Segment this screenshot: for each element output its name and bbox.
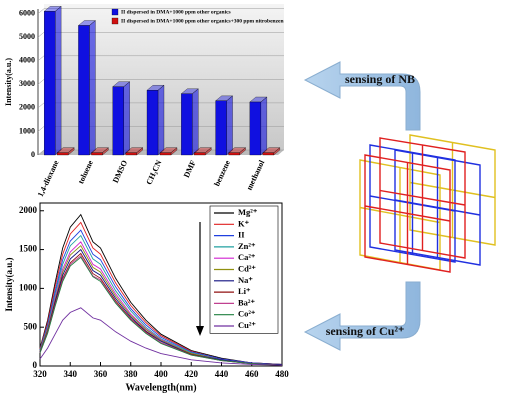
x-tick-label: 340: [64, 369, 78, 379]
x-tick-label: benzene: [212, 158, 232, 187]
legend-label: K⁺: [238, 218, 250, 228]
y-tick-label: 0: [33, 360, 38, 370]
y-tick-label: 2000: [19, 205, 38, 215]
x-tick-label: 400: [154, 369, 168, 379]
legend-label: Li⁺: [238, 286, 251, 296]
x-tick-label: 1,4-dioxane: [36, 158, 61, 198]
bar: [228, 152, 240, 156]
arrow-nb: [303, 61, 421, 131]
bar-side: [192, 88, 199, 156]
y-tick-label: 3000: [19, 79, 35, 88]
framework-cell: [364, 154, 451, 273]
framework-bar: [409, 181, 496, 199]
bar-chart: 0 1000 2000 3000 4000 5000 6000 Intensity(a.u.)…: [4, 4, 284, 198]
framework-bar: [359, 206, 441, 224]
legend-swatch: [111, 17, 119, 25]
series-line: [39, 307, 283, 366]
legend-label: II dispersed in DMA+1000 ppm other organ…: [121, 18, 284, 24]
bar-side: [54, 6, 62, 156]
bar-side: [260, 96, 268, 156]
y-axis-label: Intensity(a.u.): [4, 257, 14, 311]
y-tick-label: 1000: [19, 126, 35, 135]
bar-side: [89, 20, 96, 156]
bar: [194, 152, 206, 156]
bar: [112, 86, 124, 156]
legend-label: Ba²⁺: [238, 297, 255, 307]
y-tick-label: 4000: [19, 56, 35, 65]
legend-label: Na⁺: [238, 275, 253, 285]
framework-bar: [394, 199, 481, 216]
legend-label: Ca²⁺: [238, 252, 256, 262]
bar: [215, 100, 227, 156]
y-tick-label: 0: [31, 150, 35, 159]
x-tick-label: 360: [94, 369, 108, 379]
y-tick-label: 5000: [19, 32, 35, 41]
legend-label: Co²⁺: [238, 309, 256, 319]
x-tick-label: 440: [215, 369, 229, 379]
legend-label: Mg²⁺: [238, 207, 258, 217]
series-line: [39, 229, 283, 365]
x-tick-label: 320: [33, 369, 47, 379]
y-tick-label: 500: [24, 321, 38, 331]
sensing-cu-label: sensing of Cu²⁺: [326, 324, 405, 338]
legend-label: Cu²⁺: [238, 320, 256, 330]
trend-arrow-head: [196, 326, 204, 336]
bar: [91, 152, 103, 156]
bar-side: [157, 84, 165, 156]
x-tick-label: 480: [275, 369, 289, 379]
bar: [249, 101, 262, 156]
bar-side: [123, 81, 130, 156]
framework-bar: [379, 189, 466, 206]
x-tick-label: methanol: [245, 158, 267, 192]
framework-bar: [364, 205, 451, 222]
legend-label: Cd²⁺: [238, 263, 256, 273]
y-tick-label: 2000: [19, 103, 35, 112]
bar: [159, 152, 172, 156]
bar: [181, 93, 193, 156]
framework: [359, 134, 496, 273]
y-tick-label: 1000: [19, 282, 38, 292]
series-line: [39, 213, 283, 365]
y-tick-label: 6000: [19, 9, 35, 18]
x-tick-label: 420: [185, 369, 199, 379]
grid-line: [37, 8, 284, 14]
x-tick-label: CH₃CN: [144, 159, 163, 187]
bar: [78, 25, 90, 156]
legend-label: II dispersed in DMA+1000 ppm other organ…: [121, 9, 231, 15]
arrow-cu: [303, 281, 421, 351]
y-tick-label: 1500: [19, 244, 38, 254]
x-tick-label: 460: [245, 369, 259, 379]
legend-swatch: [111, 8, 119, 16]
framework-cell: [394, 149, 481, 266]
bar: [56, 152, 69, 156]
bar: [146, 90, 159, 156]
legend-label: Zn²⁺: [238, 241, 256, 251]
bar: [125, 152, 137, 156]
bar: [262, 152, 275, 156]
x-tick-label: toluene: [76, 158, 95, 185]
x-tick-label: 380: [124, 369, 138, 379]
bar-side: [226, 95, 233, 156]
framework-cell: [409, 134, 496, 246]
diagram: sensing of NB sensing of Cu²⁺: [303, 61, 496, 351]
legend-label: II: [238, 230, 245, 240]
y-axis-label: Intensity(a.u.): [4, 58, 13, 106]
x-axis-label: Wavelength(nm): [125, 382, 196, 393]
series-line: [39, 256, 283, 366]
x-tick-label: DMSO: [111, 159, 129, 185]
bar: [43, 11, 56, 156]
x-tick-label: DMF: [182, 159, 198, 179]
line-chart: 0 500 1000 1500 2000 320 340 360 380 400 420 440 460…: [4, 202, 289, 393]
sensing-nb-label: sensing of NB: [345, 72, 415, 86]
